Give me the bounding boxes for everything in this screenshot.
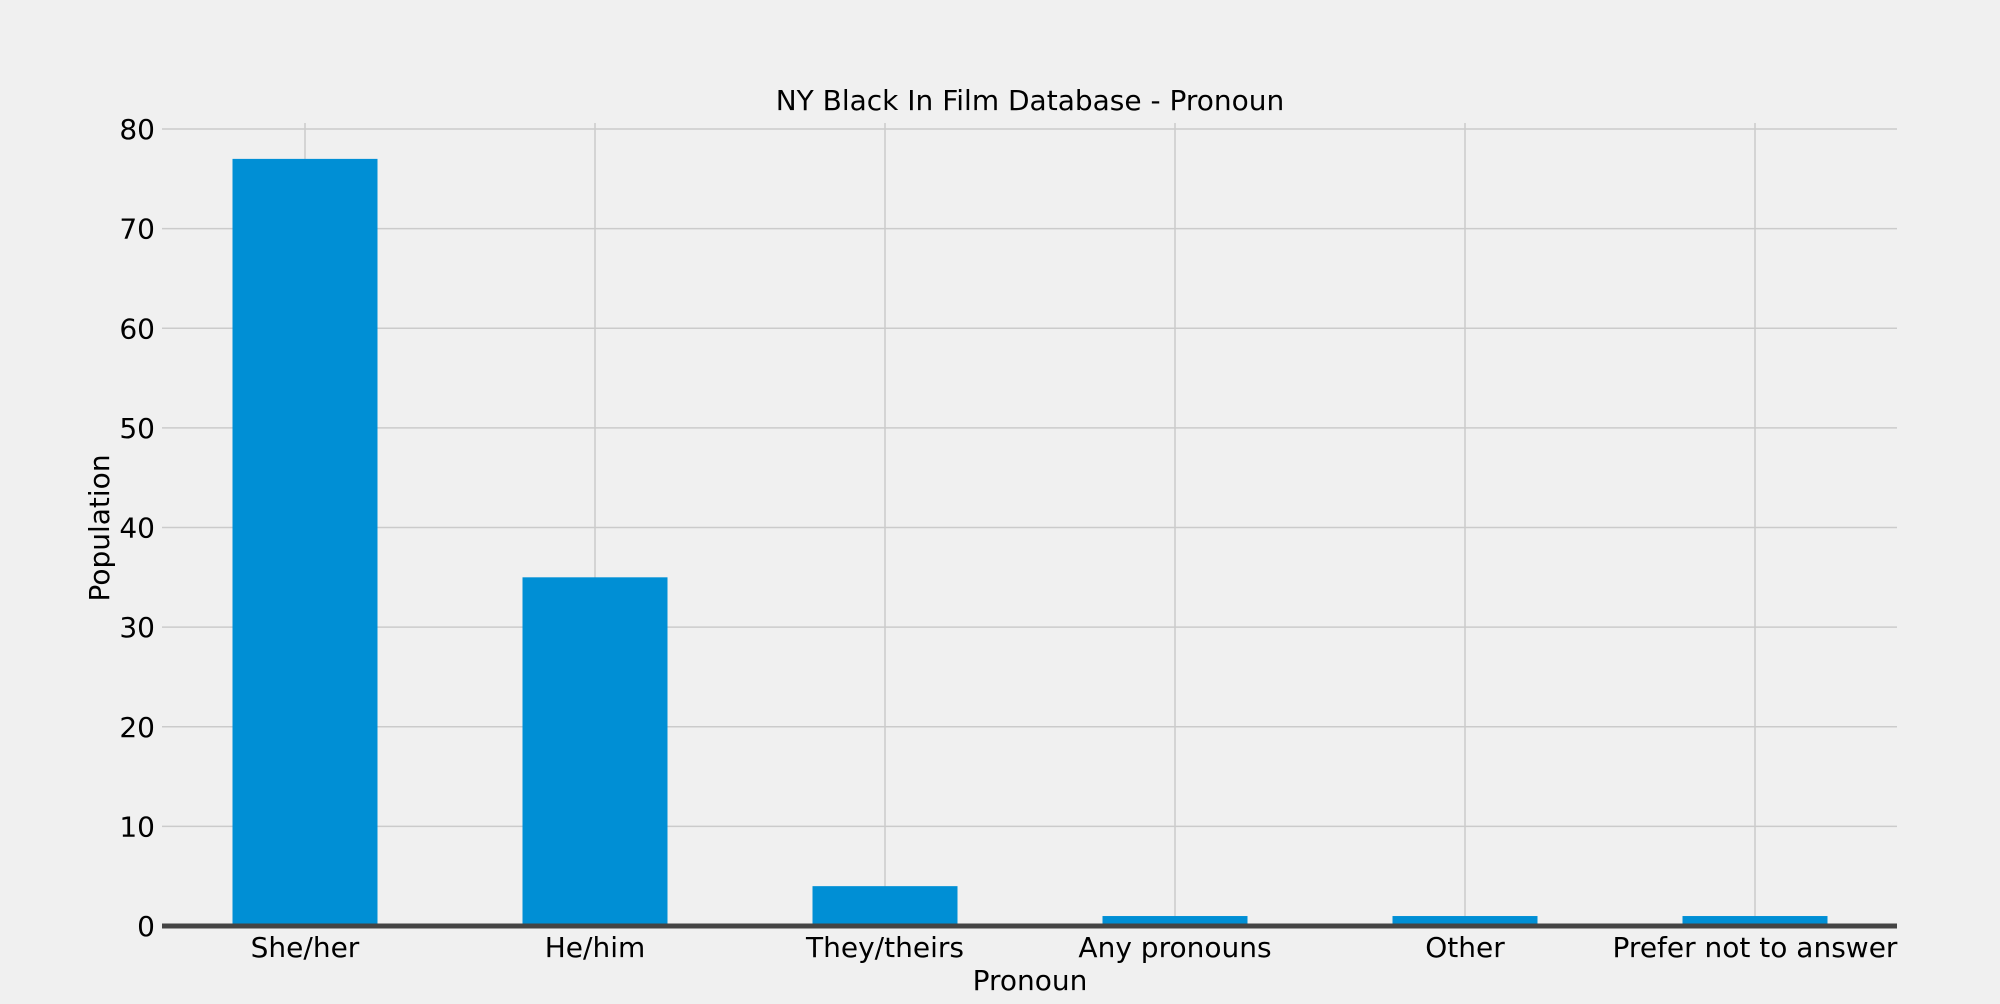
y-tick-label: 0 (137, 910, 155, 943)
y-tick-label: 30 (119, 611, 155, 644)
y-tick-labels: 0 10 20 30 40 50 60 70 80 (119, 113, 155, 943)
bar (1682, 916, 1828, 926)
bars (232, 158, 1828, 926)
bar (1102, 916, 1248, 926)
x-tick-label: Any pronouns (1078, 931, 1271, 964)
y-tick-label: 60 (119, 312, 155, 345)
y-axis-label: Population (83, 454, 116, 601)
y-tick-label: 20 (119, 711, 155, 744)
grid-lines (162, 123, 1897, 927)
y-tick-label: 70 (119, 213, 155, 246)
y-tick-label: 10 (119, 810, 155, 843)
x-axis-label: Pronoun (973, 964, 1088, 997)
bar (1392, 916, 1538, 926)
x-tick-labels: She/her He/him They/theirs Any pronouns Othe… (251, 931, 1898, 964)
x-tick-label: Other (1425, 931, 1505, 964)
bar (232, 158, 378, 926)
bar (522, 577, 668, 926)
x-tick-label: He/him (545, 931, 646, 964)
y-tick-label: 80 (119, 113, 155, 146)
y-tick-label: 40 (119, 512, 155, 545)
x-tick-label: Prefer not to answer (1613, 931, 1898, 964)
x-tick-label: She/her (251, 931, 360, 964)
bar (812, 886, 958, 926)
chart-title: NY Black In Film Database - Pronoun (776, 84, 1285, 117)
y-tick-label: 50 (119, 412, 155, 445)
x-tick-label: They/theirs (805, 931, 964, 964)
